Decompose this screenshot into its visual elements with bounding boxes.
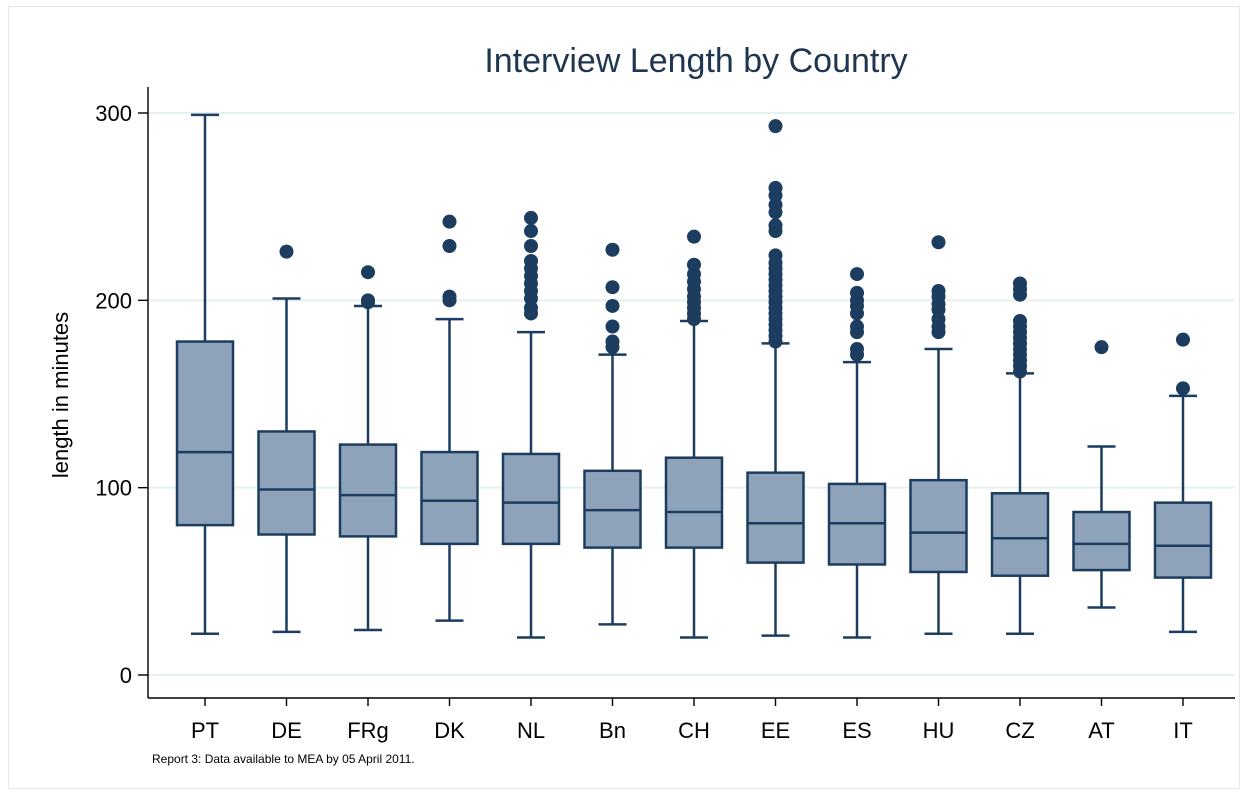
outlier-point <box>768 248 783 263</box>
box-group-it <box>1153 332 1213 634</box>
outlier-point <box>1013 276 1027 291</box>
box-group-cz <box>990 276 1050 636</box>
outlier-point <box>442 239 457 254</box>
box-group-dk <box>420 214 479 622</box>
outlier-point <box>1176 381 1190 396</box>
y-tick-label: 300 <box>95 101 132 126</box>
outlier-point <box>524 224 538 239</box>
outlier-point <box>1176 332 1190 347</box>
outlier-point <box>605 242 620 257</box>
outlier-point <box>524 239 538 254</box>
outlier-point <box>361 293 375 308</box>
outlier-point <box>524 253 538 268</box>
gridlines <box>148 112 1235 676</box>
x-tick-label: CZ <box>1005 718 1034 743</box>
outlier-point <box>768 218 783 233</box>
outlier-point <box>361 265 375 280</box>
x-tick-label: IT <box>1173 718 1193 743</box>
outlier-point <box>524 210 538 225</box>
outlier-point <box>768 180 783 195</box>
outlier-point <box>687 229 701 244</box>
outlier-point <box>850 319 864 334</box>
y-tick-label: 0 <box>120 663 132 688</box>
x-tick-label: HU <box>923 718 955 743</box>
outlier-point <box>1013 313 1027 328</box>
chart-title: Interview Length by Country <box>484 42 907 80</box>
y-tick-label: 100 <box>95 476 132 501</box>
y-axis-label: length in minutes <box>48 312 73 478</box>
outlier-point <box>1094 340 1109 355</box>
x-tick-label: Bn <box>599 718 626 743</box>
outlier-point <box>442 214 457 229</box>
outlier-point <box>442 289 457 304</box>
outlier-point <box>605 334 620 349</box>
outlier-point <box>279 244 294 259</box>
box-group-frg <box>338 265 398 632</box>
iqr-box <box>909 478 968 574</box>
x-tick-label: PT <box>191 718 219 743</box>
x-tick-label: NL <box>517 718 545 743</box>
outlier-point <box>931 283 946 298</box>
box-group-hu <box>909 235 968 636</box>
outlier-point <box>768 119 783 134</box>
chart-frame <box>8 6 1240 789</box>
box-series <box>175 113 1213 639</box>
outlier-point <box>850 285 864 300</box>
x-tick-label: CH <box>678 718 710 743</box>
footnote: Report 3: Data available to MEA by 05 Ap… <box>152 752 415 766</box>
iqr-box <box>175 340 235 527</box>
iqr-box <box>1153 501 1213 579</box>
box-group-nl <box>501 210 561 639</box>
outlier-point <box>605 298 620 313</box>
iqr-box <box>420 450 479 546</box>
outlier-point <box>931 235 946 250</box>
outlier-point <box>605 319 620 334</box>
iqr-box <box>664 456 724 549</box>
iqr-box <box>338 443 398 538</box>
box-group-es <box>827 267 887 639</box>
iqr-box <box>501 452 561 546</box>
outlier-point <box>850 342 864 357</box>
box-group-at <box>1072 340 1131 609</box>
box-group-ee <box>746 119 805 637</box>
x-tick-label: DE <box>271 718 302 743</box>
box-group-ch <box>664 229 724 639</box>
outlier-point <box>687 257 701 272</box>
x-tick-label: EE <box>761 718 790 743</box>
x-tick-label: AT <box>1088 718 1114 743</box>
x-tick-label: ES <box>842 718 871 743</box>
box-group-pt <box>175 113 235 636</box>
iqr-box <box>746 471 805 564</box>
y-tick-label: 200 <box>95 288 132 313</box>
iqr-box <box>1072 510 1131 572</box>
box-group-de <box>257 244 316 634</box>
x-tick-label: FRg <box>347 718 389 743</box>
iqr-box <box>990 492 1050 577</box>
outlier-point <box>605 280 620 295</box>
box-group-bn <box>583 242 642 626</box>
y-axis-ticks: 0 100 200 300 <box>95 101 148 688</box>
outlier-point <box>850 267 864 282</box>
iqr-box <box>257 430 316 536</box>
x-tick-label: DK <box>434 718 465 743</box>
x-axis-ticks: PT DE FRg DK NL Bn CH EE ES HU CZ AT IT <box>191 698 1193 743</box>
